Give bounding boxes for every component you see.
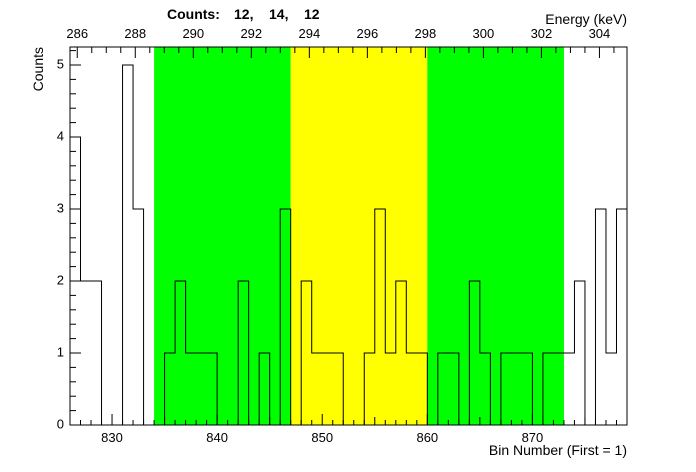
y-tick-label: 5 xyxy=(57,56,64,71)
region-background-right xyxy=(427,47,564,425)
x-tick-label: 860 xyxy=(416,430,438,445)
header-counts-label: Counts: xyxy=(167,6,220,22)
header-count-peak: 14, xyxy=(269,6,288,22)
y-tick-label: 1 xyxy=(57,344,64,359)
top-tick-label: 296 xyxy=(357,26,379,41)
top-tick-label: 286 xyxy=(66,26,88,41)
x-axis-title: Bin Number (First = 1) xyxy=(489,442,627,458)
top-tick-label: 290 xyxy=(182,26,204,41)
plot-frame xyxy=(69,46,628,426)
header-count-right: 12 xyxy=(304,6,320,22)
region-background-left xyxy=(154,47,291,425)
top-tick-label: 300 xyxy=(473,26,495,41)
top-tick-label: 302 xyxy=(531,26,553,41)
x-tick-label: 840 xyxy=(206,430,228,445)
top-axis-title: Energy (keV) xyxy=(545,11,627,27)
header-count-left: 12, xyxy=(234,6,253,22)
y-tick-label: 3 xyxy=(57,200,64,215)
y-axis-title: Counts xyxy=(30,47,46,91)
region-peak xyxy=(290,47,428,425)
y-tick-label: 0 xyxy=(57,416,64,431)
highlight-regions xyxy=(154,47,564,425)
y-tick-label: 4 xyxy=(57,128,64,143)
top-tick-label: 292 xyxy=(240,26,262,41)
top-tick-label: 298 xyxy=(415,26,437,41)
x-tick-label: 830 xyxy=(101,430,123,445)
axis-ticks xyxy=(69,47,628,426)
top-tick-label: 294 xyxy=(298,26,320,41)
top-tick-label: 304 xyxy=(589,26,611,41)
x-tick-label: 870 xyxy=(522,430,544,445)
x-tick-label: 850 xyxy=(311,430,333,445)
top-tick-label: 288 xyxy=(124,26,146,41)
y-tick-label: 2 xyxy=(57,272,64,287)
